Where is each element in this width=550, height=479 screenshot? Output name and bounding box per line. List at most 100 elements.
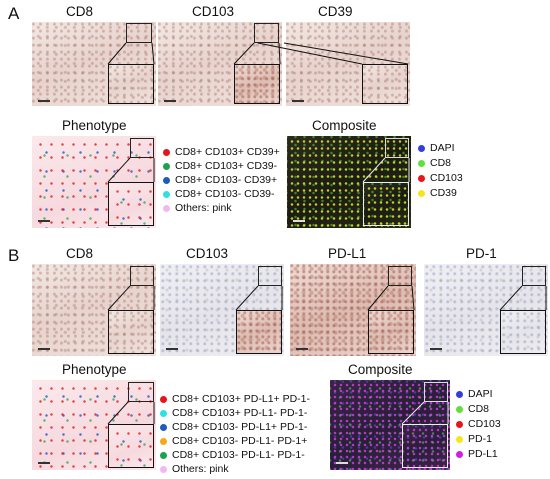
legend-label: CD8+ CD103- CD39+ — [175, 174, 278, 186]
legend-dot — [456, 405, 463, 413]
a-cd39-title: CD39 — [318, 4, 353, 19]
legend-dot — [456, 420, 463, 428]
b-composite-image — [330, 380, 450, 470]
b-phenotype-legend-item: CD8+ CD103+ PD-L1+ PD-1- — [160, 393, 310, 405]
a-phenotype-legend-item: CD8+ CD103- CD39+ — [163, 174, 277, 186]
a-composite-image — [287, 136, 411, 228]
a-cd8-scale-bar — [38, 100, 50, 102]
b-composite-legend-item: DAPI — [456, 388, 493, 400]
a-phenotype-image — [32, 136, 156, 228]
legend-label: CD8+ CD103+ CD39- — [175, 160, 278, 172]
b-phenotype-zoom — [108, 424, 154, 468]
legend-label: Others: pink — [172, 463, 229, 475]
legend-dot — [160, 451, 167, 459]
a-cd8-image — [32, 22, 156, 106]
b-cd8-zoom — [108, 310, 154, 354]
b-phenotype-image — [32, 380, 156, 470]
a-cd103-image — [158, 22, 282, 106]
legend-dot — [160, 409, 167, 417]
a-cd8-inset-box — [126, 23, 152, 43]
b-cd8-image — [32, 264, 156, 356]
legend-dot — [418, 189, 425, 197]
a-phenotype-legend-item: CD8+ CD103+ CD39+ — [163, 146, 280, 158]
a-phenotype-inset-box — [130, 138, 154, 158]
b-phenotype-legend-item: CD8+ CD103- PD-L1- PD-1+ — [160, 435, 307, 447]
legend-dot — [418, 144, 425, 152]
legend-dot — [456, 435, 463, 443]
a-cd39-zoom — [362, 64, 408, 104]
legend-label: DAPI — [468, 388, 493, 400]
legend-label: Others: pink — [175, 202, 232, 214]
b-phenotype-legend-item: Others: pink — [160, 463, 229, 475]
legend-label: CD8+ CD103+ PD-L1- PD-1- — [172, 407, 308, 419]
a-cd103-inset-box — [254, 23, 279, 43]
b-pdl1-title: PD-L1 — [328, 246, 367, 261]
a-phenotype-legend-item: Others: pink — [163, 202, 232, 214]
legend-dot — [163, 176, 170, 184]
legend-label: PD-L1 — [468, 448, 498, 460]
a-cd103-title: CD103 — [192, 4, 235, 19]
b-pdl1-scale-bar — [296, 348, 308, 350]
legend-label: CD8+ CD103+ PD-L1+ PD-1- — [172, 393, 311, 405]
b-composite-title: Composite — [348, 362, 413, 377]
a-composite-zoom — [363, 182, 409, 226]
legend-label: DAPI — [430, 142, 455, 154]
b-phenotype-title: Phenotype — [62, 362, 127, 377]
a-phenotype-legend-item: CD8+ CD103+ CD39- — [163, 160, 277, 172]
legend-label: CD8+ CD103- PD-L1- PD-1+ — [172, 435, 308, 447]
a-composite-title: Composite — [312, 118, 377, 133]
b-pd1-image — [424, 264, 548, 356]
b-pd1-zoom — [500, 310, 546, 354]
legend-dot — [163, 204, 170, 212]
a-composite-legend-item: CD39 — [418, 187, 457, 199]
b-composite-scale-bar — [336, 462, 348, 464]
b-composite-legend-item: PD-L1 — [456, 448, 498, 460]
a-phenotype-legend-item: CD8+ CD103- CD39- — [163, 188, 275, 200]
legend-label: CD103 — [430, 172, 463, 184]
b-pd1-scale-bar — [430, 348, 442, 350]
b-phenotype-legend-item: CD8+ CD103- PD-L1- PD-1- — [160, 449, 305, 461]
b-pdl1-zoom — [368, 310, 414, 354]
legend-label: PD-1 — [468, 433, 492, 445]
a-cd8-title: CD8 — [66, 4, 94, 19]
a-phenotype-zoom — [108, 182, 154, 226]
legend-label: CD8+ CD103- CD39- — [175, 188, 275, 200]
a-composite-legend-item: DAPI — [418, 142, 455, 154]
legend-label: CD8 — [430, 157, 452, 169]
b-pd1-title: PD-1 — [466, 246, 497, 261]
legend-label: CD39 — [430, 187, 457, 199]
legend-label: CD8+ CD103- PD-L1+ PD-1- — [172, 421, 308, 433]
b-phenotype-legend-item: CD8+ CD103+ PD-L1- PD-1- — [160, 407, 307, 419]
b-phenotype-legend-item: CD8+ CD103- PD-L1+ PD-1- — [160, 421, 307, 433]
legend-label: CD8+ CD103- PD-L1- PD-1- — [172, 449, 305, 461]
b-phenotype-scale-bar — [38, 462, 50, 464]
panel-letter-b: B — [8, 246, 20, 265]
a-composite-legend-item: CD103 — [418, 172, 463, 184]
b-cd103-inset-box — [258, 266, 282, 286]
legend-dot — [456, 390, 463, 398]
a-cd8-zoom — [108, 64, 154, 104]
a-cd39-image — [286, 22, 410, 106]
a-cd39-scale-bar — [292, 100, 304, 102]
b-cd103-image — [160, 264, 284, 356]
legend-dot — [163, 148, 170, 156]
b-pdl1-image — [290, 264, 416, 356]
b-pdl1-inset-box — [388, 266, 412, 286]
b-cd8-title: CD8 — [66, 246, 94, 261]
panel-letter-a: A — [8, 4, 20, 23]
legend-dot — [160, 395, 167, 403]
b-composite-zoom — [402, 424, 448, 468]
a-phenotype-scale-bar — [38, 220, 50, 222]
legend-label: CD8 — [468, 403, 490, 415]
b-cd103-title: CD103 — [186, 246, 229, 261]
b-phenotype-inset-box — [128, 382, 154, 402]
legend-dot — [160, 437, 167, 445]
a-cd103-scale-bar — [164, 100, 176, 102]
b-cd8-scale-bar — [38, 348, 50, 350]
legend-label: CD103 — [468, 418, 501, 430]
b-cd103-scale-bar — [166, 348, 178, 350]
legend-dot — [418, 174, 425, 182]
b-composite-legend-item: CD103 — [456, 418, 501, 430]
a-phenotype-title: Phenotype — [62, 118, 127, 133]
